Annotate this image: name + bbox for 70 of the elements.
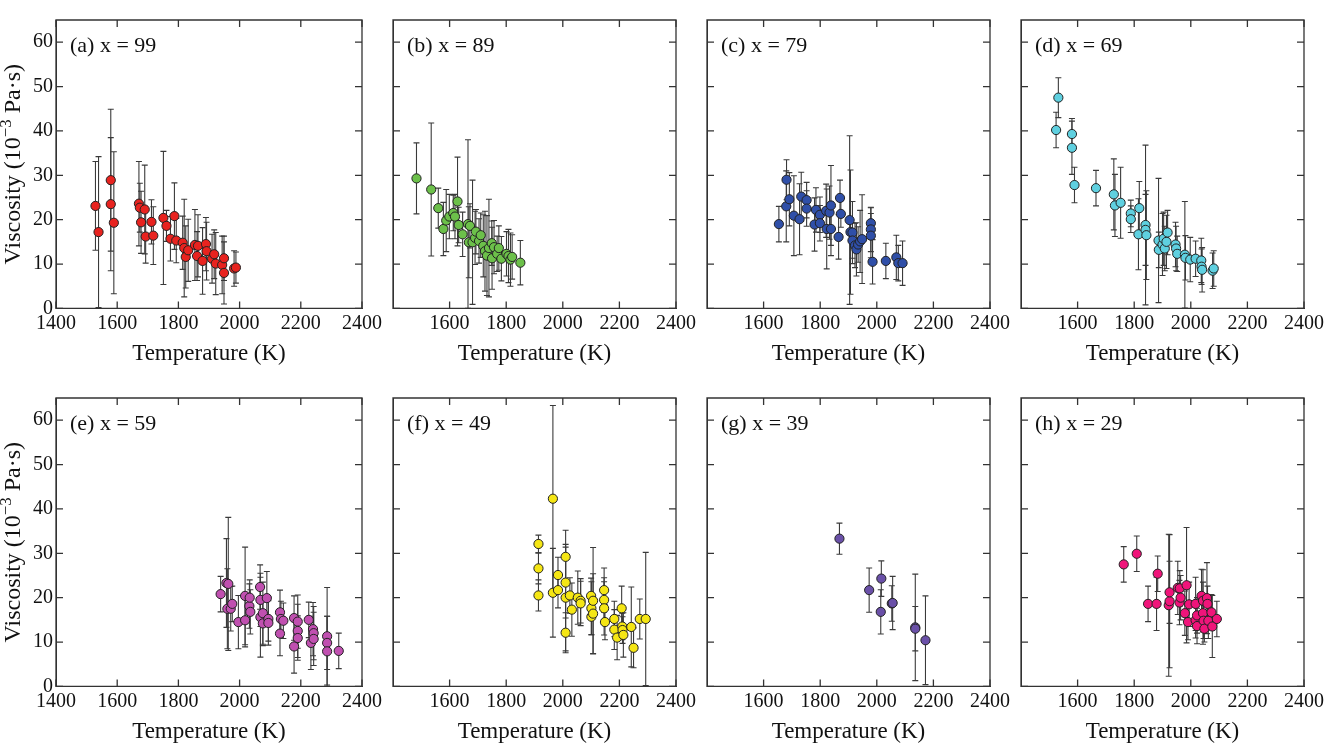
text: (c) x = 79	[721, 32, 808, 57]
x-tick-label: 1800	[1114, 688, 1155, 711]
text: (d) x = 69	[1035, 32, 1123, 57]
y-tick-label: 30	[33, 540, 53, 563]
x-tick-label: 2000	[1170, 310, 1211, 333]
x-tick-label: 2400	[970, 310, 1010, 333]
x-tick-label: 2000	[856, 688, 897, 711]
x-tick-label: 1800	[1114, 310, 1155, 333]
x-tick-label: 1800	[486, 310, 527, 333]
x-axis-title: Temperature (K)	[132, 718, 286, 744]
x-axis-title: Temperature (K)	[1085, 340, 1240, 366]
x-tick-label: 2200	[599, 310, 640, 333]
y-tick-label: 50	[33, 73, 53, 96]
x-tick-label: 2400	[970, 688, 1010, 711]
x-axis-title: Temperature (K)	[771, 718, 926, 744]
x-tick-label: 2000	[856, 310, 897, 333]
x-tick-label: 2200	[913, 688, 954, 711]
x-tick-label: 2200	[280, 310, 321, 333]
x-tick-label: 2200	[599, 688, 640, 711]
y-tick-label: 40	[33, 496, 53, 519]
text: (b) x = 89	[407, 32, 495, 57]
x-tick-label: 1800	[800, 688, 841, 711]
x-tick-label: 2000	[542, 688, 583, 711]
x-tick-label: 1800	[800, 310, 841, 333]
y-tick-label: 10	[33, 251, 53, 274]
x-tick-label: 2200	[913, 310, 954, 333]
x-tick-label: 1600	[97, 310, 138, 333]
text: (f) x = 49	[407, 410, 491, 435]
x-tick-label: 2400	[656, 688, 696, 711]
x-tick-label: 1600	[1057, 688, 1098, 711]
x-tick-label: 2200	[280, 688, 321, 711]
x-tick-label: 1800	[486, 688, 527, 711]
x-tick-label: 1600	[743, 688, 784, 711]
x-axis-title: Temperature (K)	[457, 718, 612, 744]
x-axis-title: Temperature (K)	[457, 340, 612, 366]
text: (a) x = 99	[70, 32, 157, 57]
x-tick-label: 1600	[429, 688, 470, 711]
text: (h) x = 29	[1035, 410, 1123, 435]
x-tick-label: 1800	[158, 688, 199, 711]
y-tick-label: 30	[33, 162, 53, 185]
x-tick-label: 1800	[158, 310, 199, 333]
x-tick-label: 2000	[219, 688, 260, 711]
x-tick-label: 2200	[1227, 310, 1268, 333]
x-tick-label: 1600	[743, 310, 784, 333]
x-tick-label: 1600	[97, 688, 138, 711]
x-tick-label: 2000	[1170, 688, 1211, 711]
x-tick-label: 2200	[1227, 688, 1268, 711]
x-tick-label: 2400	[1284, 688, 1324, 711]
x-tick-label: 2400	[656, 310, 696, 333]
text: (g) x = 39	[721, 410, 809, 435]
x-tick-label: 2000	[542, 310, 583, 333]
x-tick-label: 2000	[219, 310, 260, 333]
x-tick-label: 2400	[342, 310, 382, 333]
text: (e) x = 59	[70, 410, 157, 435]
y-axis-title: Viscosity (10−3 Pa·s)	[0, 64, 25, 265]
x-tick-label: 1600	[1057, 310, 1098, 333]
x-tick-label: 2400	[1284, 310, 1324, 333]
y-axis-title: Viscosity (10−3 Pa·s)	[0, 442, 25, 643]
x-tick-label: 2400	[342, 688, 382, 711]
x-axis-title: Temperature (K)	[771, 340, 926, 366]
x-tick-label: 1600	[429, 310, 470, 333]
y-tick-label: 10	[33, 629, 53, 652]
y-tick-label: 20	[33, 206, 53, 229]
y-tick-label: 20	[33, 584, 53, 607]
y-tick-label: 60	[33, 29, 53, 52]
x-axis-title: Temperature (K)	[132, 340, 286, 366]
y-tick-label: 60	[33, 407, 53, 430]
y-tick-label: 40	[33, 118, 53, 141]
x-axis-title: Temperature (K)	[1085, 718, 1240, 744]
y-tick-label: 50	[33, 451, 53, 474]
